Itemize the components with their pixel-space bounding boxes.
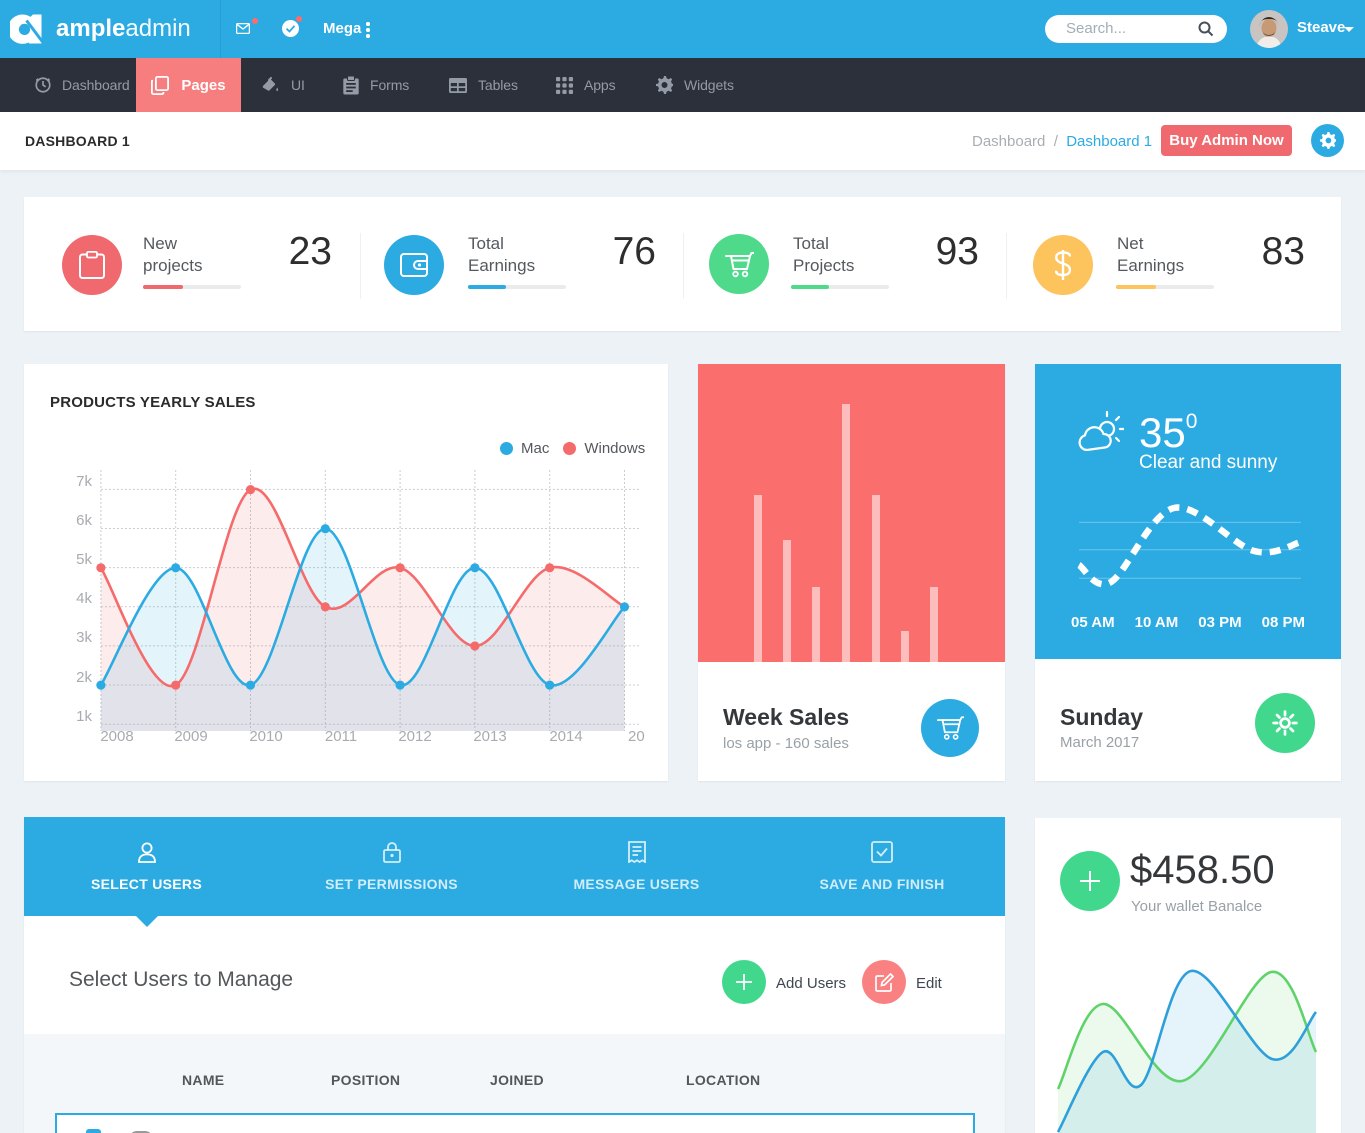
svg-text:20: 20 <box>628 728 645 745</box>
svg-text:2010: 2010 <box>249 728 282 745</box>
svg-text:2009: 2009 <box>174 728 207 745</box>
svg-text:7k: 7k <box>76 473 92 490</box>
svg-text:2011: 2011 <box>325 728 357 745</box>
svg-text:2008: 2008 <box>100 728 133 745</box>
svg-text:2012: 2012 <box>398 728 431 745</box>
svg-text:2k: 2k <box>76 669 92 686</box>
svg-text:3k: 3k <box>76 629 92 646</box>
svg-text:1k: 1k <box>76 708 92 725</box>
svg-text:2013: 2013 <box>473 728 506 745</box>
svg-text:6k: 6k <box>76 512 92 529</box>
svg-text:4k: 4k <box>76 590 92 607</box>
svg-text:5k: 5k <box>76 551 92 568</box>
svg-text:2014: 2014 <box>549 728 582 745</box>
